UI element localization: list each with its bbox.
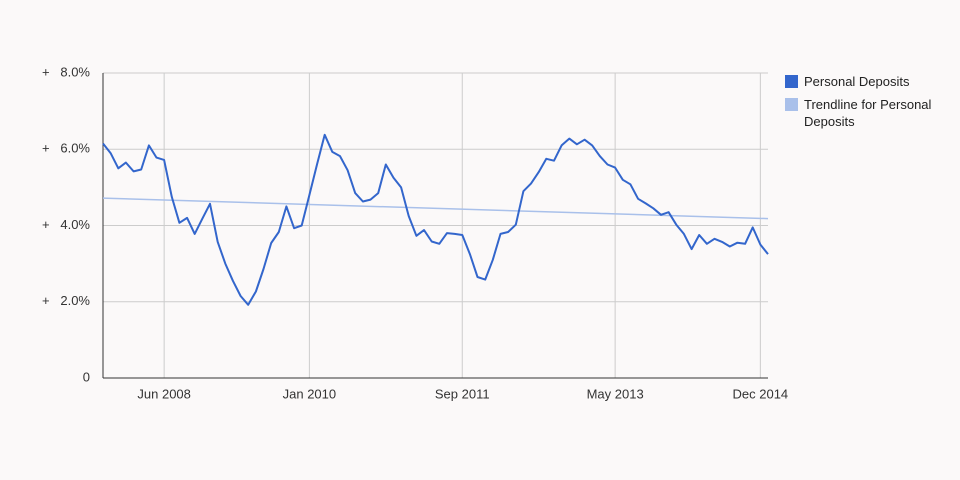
y-tick-label: + 6.0% [42, 141, 90, 156]
y-tick-label: + 2.0% [42, 293, 90, 308]
x-tick-label: Jan 2010 [283, 386, 337, 401]
trendline [102, 197, 769, 220]
legend-label: Personal Deposits [804, 74, 910, 89]
legend-swatch [785, 98, 798, 111]
y-tick-label: + 4.0% [42, 217, 90, 232]
legend-label: Trendline for Personal Deposits [804, 97, 932, 129]
y-tick-label: 0 [83, 369, 90, 384]
y-tick-label: + 8.0% [42, 64, 90, 79]
x-tick-label: Dec 2014 [733, 386, 789, 401]
x-tick-label: Sep 2011 [435, 386, 490, 401]
x-tick-label: May 2013 [587, 386, 644, 401]
legend-item: Trendline for Personal Deposits [785, 96, 934, 130]
line [102, 133, 769, 306]
legend-swatch [785, 75, 798, 88]
legend-item: Personal Deposits [785, 73, 934, 90]
x-tick-label: Jun 2008 [137, 386, 191, 401]
